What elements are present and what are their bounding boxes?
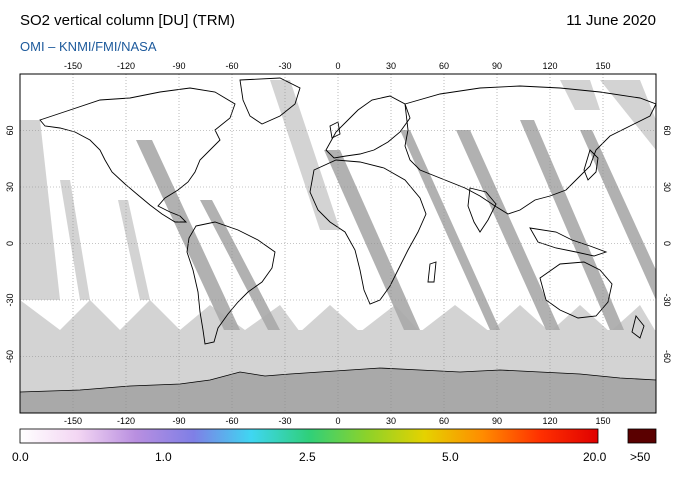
colorbar-label-1: 1.0 <box>155 450 172 464</box>
lat-tick-right: 60 <box>662 125 672 135</box>
map-frame <box>19 73 657 414</box>
data-credit: OMI – KNMI/FMI/NASA <box>20 39 157 54</box>
lat-tick-right: -30 <box>662 293 672 306</box>
lon-tick-top: 60 <box>439 61 449 71</box>
map-title: SO2 vertical column [DU] (TRM) <box>20 12 236 29</box>
colorbar-overflow-swatch <box>627 428 657 444</box>
colorbar-overflow-label: >50 <box>630 450 651 464</box>
north-america <box>39 87 236 223</box>
lon-tick-top: -150 <box>64 61 82 71</box>
lon-tick-bottom: 120 <box>542 416 557 426</box>
lat-tick-left: 0 <box>5 241 15 246</box>
lon-tick-bottom: 90 <box>492 416 502 426</box>
coastlines <box>39 77 656 345</box>
colorbar-label-3: 5.0 <box>442 450 459 464</box>
lat-tick-left: -30 <box>5 293 15 306</box>
orbit-gap-stripes <box>136 120 656 330</box>
australia <box>539 261 613 319</box>
lat-tick-right: 0 <box>662 241 672 246</box>
lon-tick-top: 90 <box>492 61 502 71</box>
south-america <box>186 221 276 345</box>
graticule <box>20 74 656 413</box>
greenland <box>239 77 301 125</box>
lon-tick-bottom: -120 <box>117 416 135 426</box>
colorbar <box>19 428 599 444</box>
lat-tick-left: -60 <box>5 350 15 363</box>
lon-tick-top: -120 <box>117 61 135 71</box>
lon-tick-bottom: -150 <box>64 416 82 426</box>
united-kingdom <box>329 121 341 139</box>
europe <box>325 95 411 159</box>
lat-tick-right: 30 <box>662 182 672 192</box>
lon-tick-top: 120 <box>542 61 557 71</box>
lon-tick-top: -60 <box>225 61 238 71</box>
lon-tick-top: 150 <box>595 61 610 71</box>
lon-tick-bottom: 60 <box>439 416 449 426</box>
lon-tick-top: -30 <box>278 61 291 71</box>
lat-tick-left: 30 <box>5 182 15 192</box>
india <box>467 187 497 233</box>
madagascar <box>427 261 437 283</box>
map-date: 11 June 2020 <box>566 12 656 29</box>
japan <box>583 149 599 181</box>
lon-tick-bottom: -60 <box>225 416 238 426</box>
lon-tick-bottom: -30 <box>278 416 291 426</box>
lon-tick-bottom: 0 <box>335 416 340 426</box>
lon-tick-bottom: -90 <box>172 416 185 426</box>
lat-tick-left: 60 <box>5 125 15 135</box>
colorbar-label-0: 0.0 <box>12 450 29 464</box>
colorbar-label-2: 2.5 <box>299 450 316 464</box>
southeast-asia-islands <box>529 227 608 257</box>
axis-ticks: -150 -150 -120 -120 -90 -90 -60 -60 -30 -30 0 0 30 30… <box>5 61 672 426</box>
africa <box>309 159 427 305</box>
lon-tick-top: 0 <box>335 61 340 71</box>
asia <box>404 85 656 215</box>
lon-tick-bottom: 150 <box>595 416 610 426</box>
lon-tick-top: 30 <box>386 61 396 71</box>
lon-tick-bottom: 30 <box>386 416 396 426</box>
colorbar-label-4: 20.0 <box>583 450 607 464</box>
lat-tick-right: -60 <box>662 350 672 363</box>
new-zealand <box>631 315 645 339</box>
lon-tick-top: -90 <box>172 61 185 71</box>
